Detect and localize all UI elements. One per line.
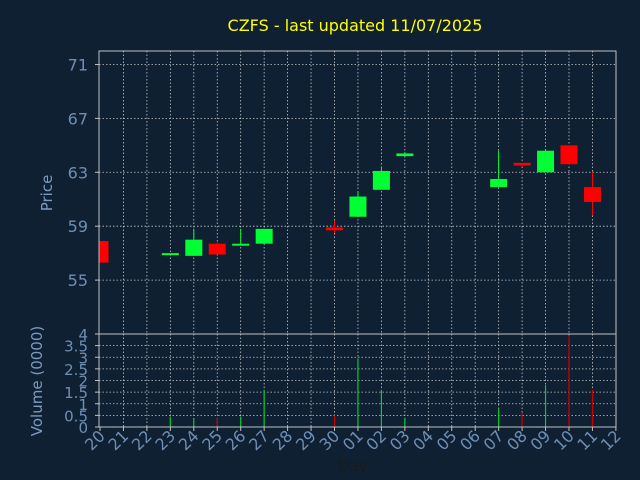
x-axis-label: Day: [338, 457, 368, 475]
candle-body-25: [208, 243, 226, 255]
chart-title: CZFS - last updated 11/07/2025: [228, 16, 483, 35]
volume-tick-label: 2.5: [64, 361, 88, 379]
x-axis-ticks: 2021222324252627282930010203040506070809…: [81, 426, 625, 454]
price-tick-label: 59: [68, 217, 88, 236]
candle-body-23: [161, 253, 179, 256]
volume-tick-label: 1.5: [64, 384, 88, 402]
price-y-ticks: 55 59 63 67 71: [68, 55, 99, 290]
volume-tick-label: 3.5: [64, 338, 88, 356]
candle-body-27: [255, 228, 273, 244]
price-tick-label: 67: [68, 109, 88, 128]
candle-body-26: [232, 243, 250, 246]
price-tick-label: 63: [68, 163, 88, 182]
candle-body-20: [99, 241, 109, 263]
volume-tick-label: 4: [78, 326, 88, 344]
candle-body-30: [326, 227, 343, 231]
candle-body-07: [490, 179, 508, 188]
price-tick-label: 55: [68, 271, 88, 290]
volume-tick-label: 0: [78, 419, 88, 437]
volume-tick-label: 3: [78, 349, 88, 367]
candle-body-09: [537, 150, 555, 173]
candlestick-series: [99, 145, 601, 263]
candle-body-11: [583, 187, 601, 202]
volume-tick-label: 1: [78, 396, 88, 414]
candle-body-01: [349, 196, 367, 217]
volume-grid: [99, 334, 616, 427]
volume-axis-label: Volume (0000): [28, 326, 46, 436]
candle-body-02: [372, 170, 390, 190]
candle-body-03: [396, 153, 414, 157]
candle-body-10: [560, 145, 578, 165]
volume-tick-label: 0.5: [64, 407, 88, 425]
price-axis-label: Price: [38, 175, 56, 212]
price-tick-label: 71: [68, 55, 88, 74]
candle-body-24: [185, 239, 203, 256]
volume-tick-label: 2: [78, 373, 88, 391]
volume-series: [169, 336, 594, 427]
volume-y-ticks: 00.511.522.533.54: [64, 326, 99, 437]
candle-body-08: [513, 162, 531, 166]
volume-panel-frame: [98, 333, 617, 428]
